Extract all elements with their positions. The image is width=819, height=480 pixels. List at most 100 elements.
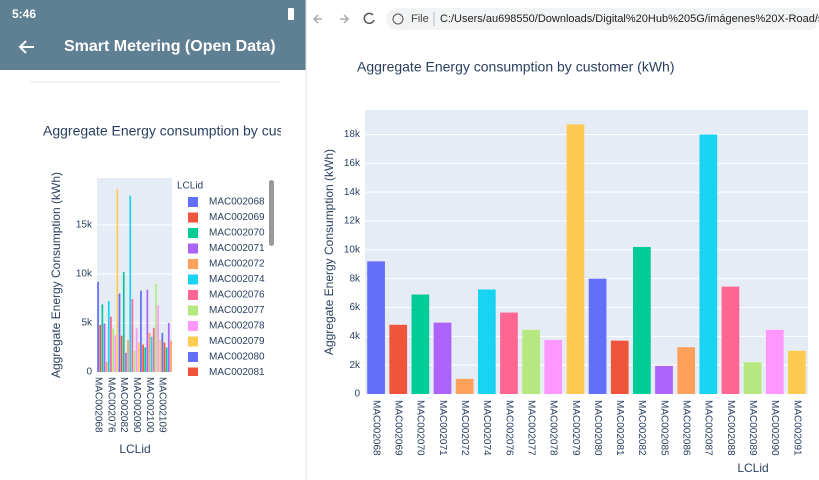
bar [699, 134, 718, 394]
bar [161, 332, 164, 372]
bar [127, 340, 129, 372]
bar [107, 300, 110, 372]
legend-label: MAC002077 [209, 305, 265, 316]
y-tick-label: 6k [349, 302, 361, 313]
legend-scrollbar[interactable] [269, 180, 274, 246]
y-tick-label: 5k [81, 318, 93, 329]
bar [411, 294, 430, 394]
chart-title: Aggregate Energy consumption by customer… [43, 123, 360, 139]
bar [105, 361, 108, 372]
legend-swatch [188, 212, 198, 223]
y-tick-label: 16k [344, 158, 361, 169]
bar [114, 335, 117, 372]
x-tick-label: MAC002089 [747, 400, 758, 456]
bar [677, 347, 696, 394]
y-tick-label: 10k [76, 269, 93, 280]
bar [544, 339, 563, 394]
bar [110, 316, 112, 372]
bar [633, 246, 651, 394]
x-tick-label: MAC002091 [791, 400, 802, 456]
bar [135, 328, 138, 372]
x-tick-label: MAC002090 [131, 377, 142, 433]
legend-swatch [188, 367, 198, 376]
legend-label: MAC002080 [209, 352, 265, 363]
bar [433, 322, 452, 394]
bar [500, 312, 518, 394]
url: C:/Users/au698550/Downloads/Digital%20Hu… [440, 13, 819, 25]
legend-swatch [188, 321, 198, 331]
x-tick-label: MAC002085 [658, 400, 669, 456]
bar [146, 289, 149, 372]
x-tick-label: MAC002068 [370, 400, 381, 456]
address-bar[interactable] [386, 8, 819, 30]
left-chart: Aggregate Energy consumption by customer… [43, 123, 360, 456]
legend-title: LCLid [177, 181, 203, 192]
bar [144, 347, 147, 372]
back-nav[interactable] [312, 14, 322, 24]
bar [610, 340, 629, 394]
y-tick-label: 10k [344, 244, 361, 255]
x-tick-label: MAC002081 [614, 400, 625, 456]
y-tick-label: 2k [349, 360, 361, 371]
bar [765, 329, 784, 394]
bar [163, 342, 166, 372]
x-tick-label: MAC002076 [105, 377, 116, 433]
bar [170, 340, 172, 372]
bar [389, 324, 408, 394]
bar [142, 344, 144, 372]
legend-label: MAC002076 [209, 290, 265, 301]
y-tick-label: 18k [344, 129, 361, 140]
y-tick-label: 0 [354, 389, 360, 400]
bar [152, 327, 155, 372]
bar [159, 339, 162, 372]
legend-label: MAC002081 [209, 367, 265, 378]
bar [118, 293, 121, 372]
plot-area [365, 110, 808, 394]
x-tick-label: MAC002082 [118, 377, 129, 433]
x-tick-label: MAC002109 [157, 377, 168, 433]
x-tick-label: MAC002088 [725, 400, 736, 456]
bar [140, 290, 142, 372]
back-button[interactable] [18, 40, 34, 54]
bar [788, 350, 806, 394]
x-tick-label: MAC002069 [393, 400, 404, 456]
bar [103, 323, 106, 372]
legend-label: MAC002068 [209, 197, 265, 208]
bar [455, 378, 474, 394]
y-tick-label: 12k [344, 216, 361, 227]
legend: LCLid MAC002068 MAC002069 MAC002070 MAC00207… [177, 181, 265, 378]
x-tick-label: MAC002087 [703, 400, 714, 456]
bar [116, 188, 119, 372]
y-axis-label: Aggregate Energy Consumption (kWh) [49, 172, 63, 378]
x-tick-label: MAC002071 [437, 400, 448, 456]
legend-label: MAC002074 [209, 274, 265, 285]
legend-label: MAC002079 [209, 336, 265, 347]
bar [122, 272, 125, 372]
bar [522, 329, 540, 394]
reload[interactable] [363, 12, 375, 25]
bar [165, 347, 168, 372]
y-tick-label: 0 [86, 367, 92, 378]
bar [566, 124, 585, 394]
legend-swatch [188, 243, 198, 254]
bar [157, 305, 159, 372]
legend-label: MAC002069 [209, 212, 265, 223]
bar [97, 281, 99, 372]
x-tick-label: MAC002079 [570, 400, 581, 456]
app-bar [0, 0, 306, 70]
info-icon [392, 13, 404, 25]
legend-swatch [188, 336, 198, 347]
x-tick-label: MAC002078 [548, 400, 559, 456]
x-tick-label: MAC002076 [503, 400, 514, 456]
legend-label: MAC002072 [209, 259, 265, 270]
x-tick-label: MAC002090 [769, 400, 780, 456]
legend-label: MAC002070 [209, 228, 265, 239]
legend-swatch [188, 290, 198, 300]
bar [125, 352, 127, 372]
forward-nav[interactable] [340, 14, 350, 24]
legend-swatch [188, 259, 198, 269]
bar [155, 283, 157, 372]
bar [131, 299, 134, 372]
